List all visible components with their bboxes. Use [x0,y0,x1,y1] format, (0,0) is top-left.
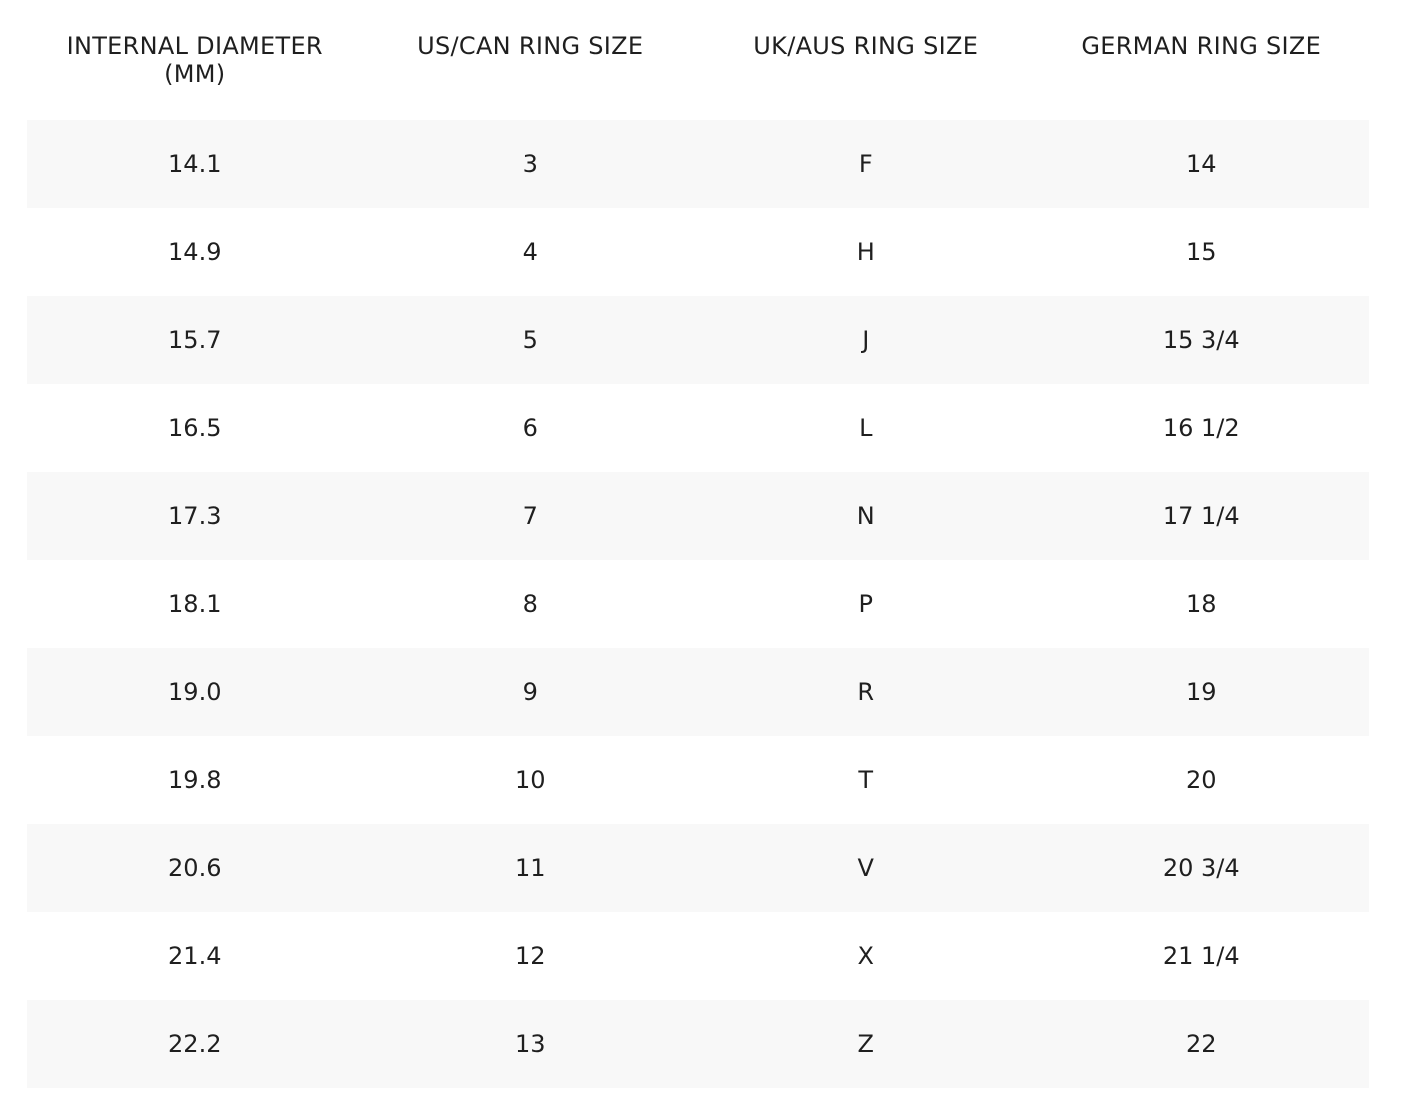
table-cell: X [857,942,874,970]
table-cell: 14.9 [168,238,222,266]
header-cell: US/CAN RING SIZE [363,0,699,60]
table-cell: 3 [522,150,538,178]
table-cell: 15.7 [168,326,222,354]
table-row: 16.5 6 L 16 1/2 [27,384,1369,472]
header-text: GERMAN RING SIZE [1081,32,1322,60]
table-cell: 16 1/2 [1162,414,1240,442]
table-cell: H [856,238,875,266]
table-cell: 21 1/4 [1162,942,1240,970]
table-cell: 17 1/4 [1162,502,1240,530]
table-cell: 17.3 [168,502,222,530]
table-cell: 20 3/4 [1162,854,1240,882]
table-row: 14.1 3 F 14 [27,120,1369,208]
table-row: 14.9 4 H 15 [27,208,1369,296]
table-cell: 22 [1185,1030,1217,1058]
table-cell: 6 [522,414,538,442]
table-cell: R [857,678,875,706]
table-cell: N [856,502,875,530]
header-cell: UK/AUS RING SIZE [698,0,1034,60]
table-row: 21.4 12 X 21 1/4 [27,912,1369,1000]
table-row: 17.3 7 N 17 1/4 [27,472,1369,560]
table-body: 14.1 3 F 14 14.9 4 H 15 15.7 5 J 15 3/4 16.5 6 L 16 1/2… [27,120,1369,1088]
header-text: US/CAN RING SIZE [417,32,644,60]
header-text: UK/AUS RING SIZE [753,32,979,60]
table-cell: 12 [514,942,546,970]
table-cell: 20.6 [168,854,222,882]
table-cell: 8 [522,590,538,618]
table-cell: Z [857,1030,874,1058]
table-cell: 19 [1185,678,1217,706]
size-table: INTERNAL DIAMETER (MM) US/CAN RING SIZE UK… [27,0,1369,1088]
table-row: 19.0 9 R 19 [27,648,1369,736]
table-cell: 5 [522,326,538,354]
table-cell: T [858,766,874,794]
table-cell: 20 [1185,766,1217,794]
table-cell: 14 [1185,150,1217,178]
table-cell: 11 [514,854,546,882]
header-text: INTERNAL DIAMETER (MM) [66,32,323,88]
table-row: 22.2 13 Z 22 [27,1000,1369,1088]
table-row: 15.7 5 J 15 3/4 [27,296,1369,384]
table-cell: 15 3/4 [1162,326,1240,354]
table-cell: V [857,854,874,882]
table-cell: 21.4 [168,942,222,970]
table-cell: 9 [522,678,538,706]
table-cell: J [862,326,870,354]
table-cell: P [858,590,873,618]
table-header: INTERNAL DIAMETER (MM) US/CAN RING SIZE UK… [27,0,1369,120]
table-row: 19.8 10 T 20 [27,736,1369,824]
table-cell: 10 [514,766,546,794]
table-cell: 16.5 [168,414,222,442]
table-row: 18.1 8 P 18 [27,560,1369,648]
table-cell: 19.0 [168,678,222,706]
table-row: 20.6 11 V 20 3/4 [27,824,1369,912]
table-cell: 19.8 [168,766,222,794]
table-cell: 4 [522,238,538,266]
table-cell: 14.1 [168,150,222,178]
table-cell: F [858,150,873,178]
table-cell: 15 [1185,238,1217,266]
header-cell: INTERNAL DIAMETER (MM) [27,0,363,88]
header-cell: GERMAN RING SIZE [1034,0,1370,60]
table-cell: 7 [522,502,538,530]
table-cell: 13 [514,1030,546,1058]
table-cell: L [859,414,873,442]
table-cell: 18.1 [168,590,222,618]
table-cell: 22.2 [168,1030,222,1058]
table-cell: 18 [1185,590,1217,618]
